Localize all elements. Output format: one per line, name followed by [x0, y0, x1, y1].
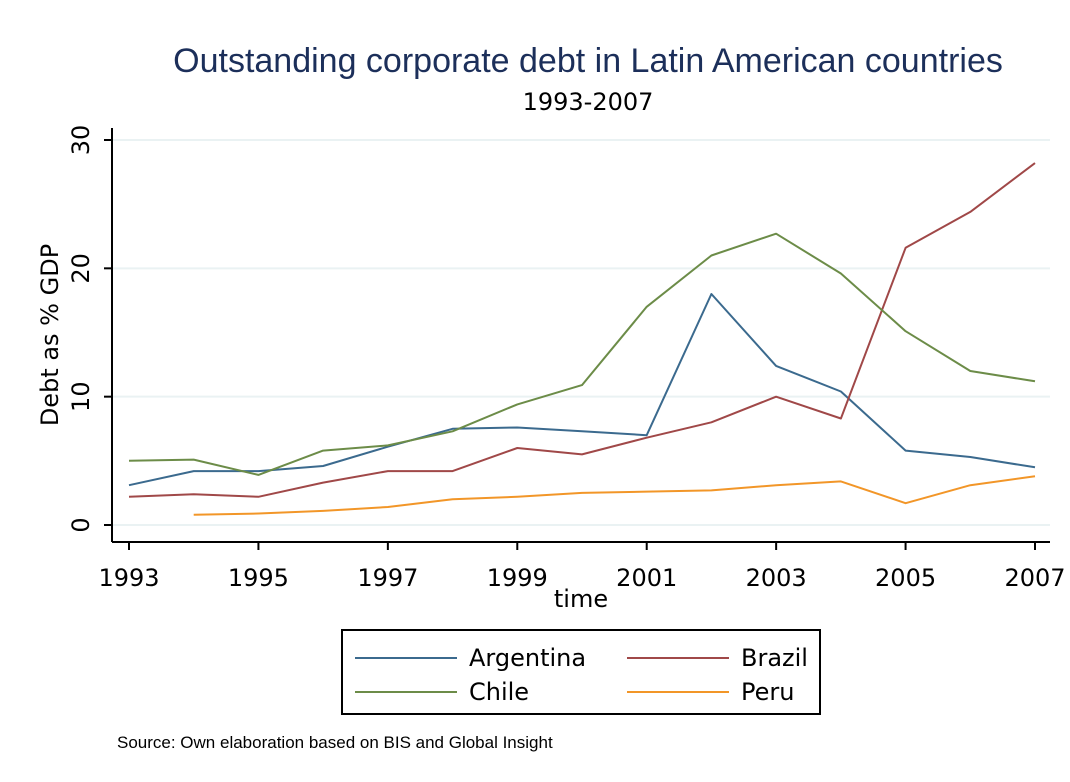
legend-label-peru: Peru [741, 678, 795, 706]
source-note: Source: Own elaboration based on BIS and… [117, 733, 553, 752]
y-axis-label: Debt as % GDP [36, 244, 64, 426]
x-tick-label-2003: 2003 [746, 564, 807, 592]
legend-swatch-brazil [627, 657, 729, 659]
series-line-peru [193, 475, 1036, 516]
legend-item-chile: Chile [355, 677, 529, 707]
series-line-argentina [128, 293, 1036, 487]
legend-label-brazil: Brazil [741, 644, 808, 672]
y-tick-label-0: 0 [67, 517, 95, 532]
x-axis-label: time [554, 585, 608, 613]
chart-subtitle: 1993-2007 [523, 88, 654, 116]
x-tick-label-2007: 2007 [1004, 564, 1065, 592]
series-lines [128, 162, 1036, 516]
x-tick-label-1997: 1997 [357, 564, 418, 592]
legend-item-peru: Peru [627, 677, 794, 707]
y-tick-label-10: 10 [67, 381, 95, 412]
legend: Argentina Brazil Chile Peru [341, 629, 821, 715]
series-line-chile [128, 232, 1036, 476]
x-tick-label-1995: 1995 [228, 564, 289, 592]
series-line-brazil [128, 162, 1036, 498]
plot-area [112, 128, 1050, 542]
legend-label-argentina: Argentina [469, 644, 587, 672]
legend-item-brazil: Brazil [627, 643, 808, 673]
legend-swatch-peru [627, 691, 729, 693]
x-tick-label-1999: 1999 [487, 564, 548, 592]
y-tick-label-20: 20 [67, 253, 95, 284]
x-tick-label-1993: 1993 [98, 564, 159, 592]
x-tick-label-2001: 2001 [616, 564, 677, 592]
y-tick-label-30: 30 [67, 125, 95, 156]
axes: 0 10 20 30 1993 1995 1997 1999 2001 2003 2005 2007 [67, 125, 1066, 592]
legend-label-chile: Chile [469, 678, 530, 706]
legend-swatch-argentina [355, 657, 457, 659]
x-tick-label-2005: 2005 [875, 564, 936, 592]
grid-lines [112, 139, 1050, 526]
chart-title: Outstanding corporate debt in Latin Amer… [173, 42, 1003, 80]
legend-swatch-chile [355, 691, 457, 693]
legend-item-argentina: Argentina [355, 643, 586, 673]
